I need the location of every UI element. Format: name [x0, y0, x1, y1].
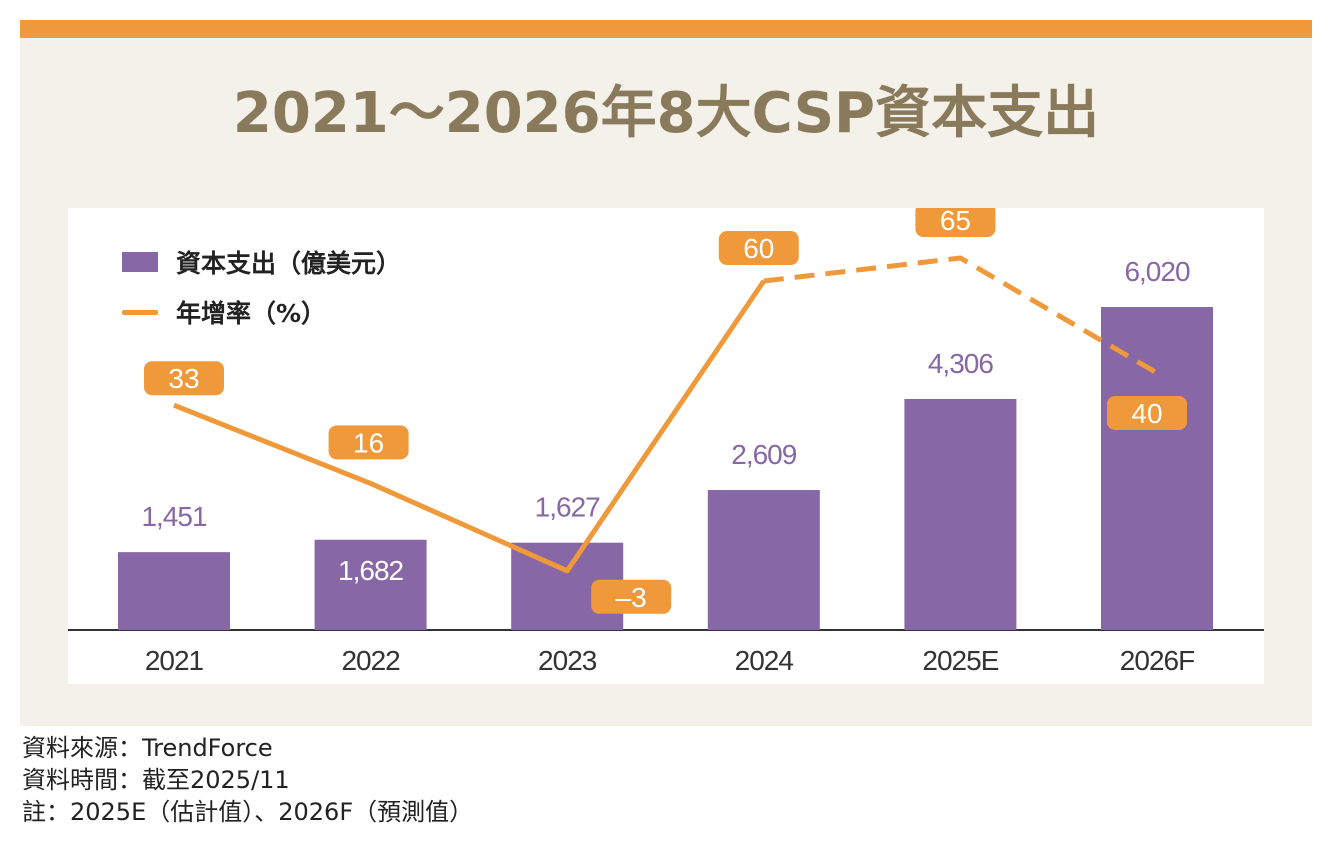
- chart-area: 1,451 2021 1,682 2022 1,627 2023 2,609 2024 4,30…: [68, 208, 1264, 684]
- bar-2026F: [1101, 307, 1213, 630]
- bar-2024: [707, 490, 820, 630]
- x-tick-label: 2023: [538, 645, 597, 676]
- growth-value-label: 40: [1131, 398, 1162, 429]
- footer-date: 資料時間：截至2025/11: [22, 766, 290, 794]
- growth-value-label: 16: [353, 427, 384, 458]
- growth-value-label: –3: [616, 582, 647, 613]
- growth-badge: [1107, 396, 1187, 430]
- growth-badge: [915, 208, 996, 237]
- top-accent-bar: [20, 20, 1312, 38]
- growth-value-label: 33: [168, 363, 199, 394]
- legend-bar: 資本支出（億美元）: [122, 244, 401, 280]
- bar-value-label: 2,609: [731, 439, 796, 470]
- legend-line: 年增率（%）: [122, 294, 326, 330]
- bar-value-label: 1,451: [141, 501, 206, 532]
- growth-badge: [328, 425, 409, 460]
- x-tick-label: 2024: [735, 645, 794, 676]
- legend-bar-swatch: [122, 252, 158, 272]
- x-tick-label: 2022: [341, 645, 400, 676]
- page-title: 2021～2026年8大CSP資本支出: [232, 81, 1100, 146]
- bar-value-label: 1,682: [338, 555, 403, 586]
- legend-bar-label: 資本支出（億美元）: [176, 249, 402, 278]
- x-tick-label: 2026F: [1120, 645, 1194, 676]
- footer: 資料來源：TrendForce 資料時間：截至2025/11 註：2025E（估…: [22, 732, 473, 828]
- bar-value-label: 6,020: [1124, 256, 1189, 287]
- growth-badge: [591, 579, 672, 614]
- x-tick-label: 2021: [145, 645, 204, 676]
- legend-line-swatch: [122, 309, 158, 315]
- growth-value-label: 65: [940, 208, 971, 236]
- bar-2022: [314, 539, 427, 630]
- growth-line-dashed: [763, 255, 1159, 376]
- footer-source: 資料來源：TrendForce: [22, 734, 273, 762]
- growth-line-solid: [173, 279, 766, 574]
- growth-badge: [718, 231, 799, 265]
- bar-2025E: [904, 398, 1017, 630]
- footer-note: 註：2025E（估計值）、2026F（預測值）: [22, 798, 474, 826]
- growth-value-label: 60: [743, 233, 774, 264]
- x-tick-label: 2025E: [922, 645, 998, 676]
- chart-svg: 1,451 2021 1,682 2022 1,627 2023 2,609 2024 4,30…: [68, 208, 1264, 676]
- bar-value-label: 4,306: [928, 348, 993, 379]
- bar-value-label: 1,627: [535, 492, 600, 523]
- legend-line-label: 年增率（%）: [176, 299, 327, 328]
- growth-badge: [144, 361, 224, 396]
- bar-2021: [118, 552, 230, 630]
